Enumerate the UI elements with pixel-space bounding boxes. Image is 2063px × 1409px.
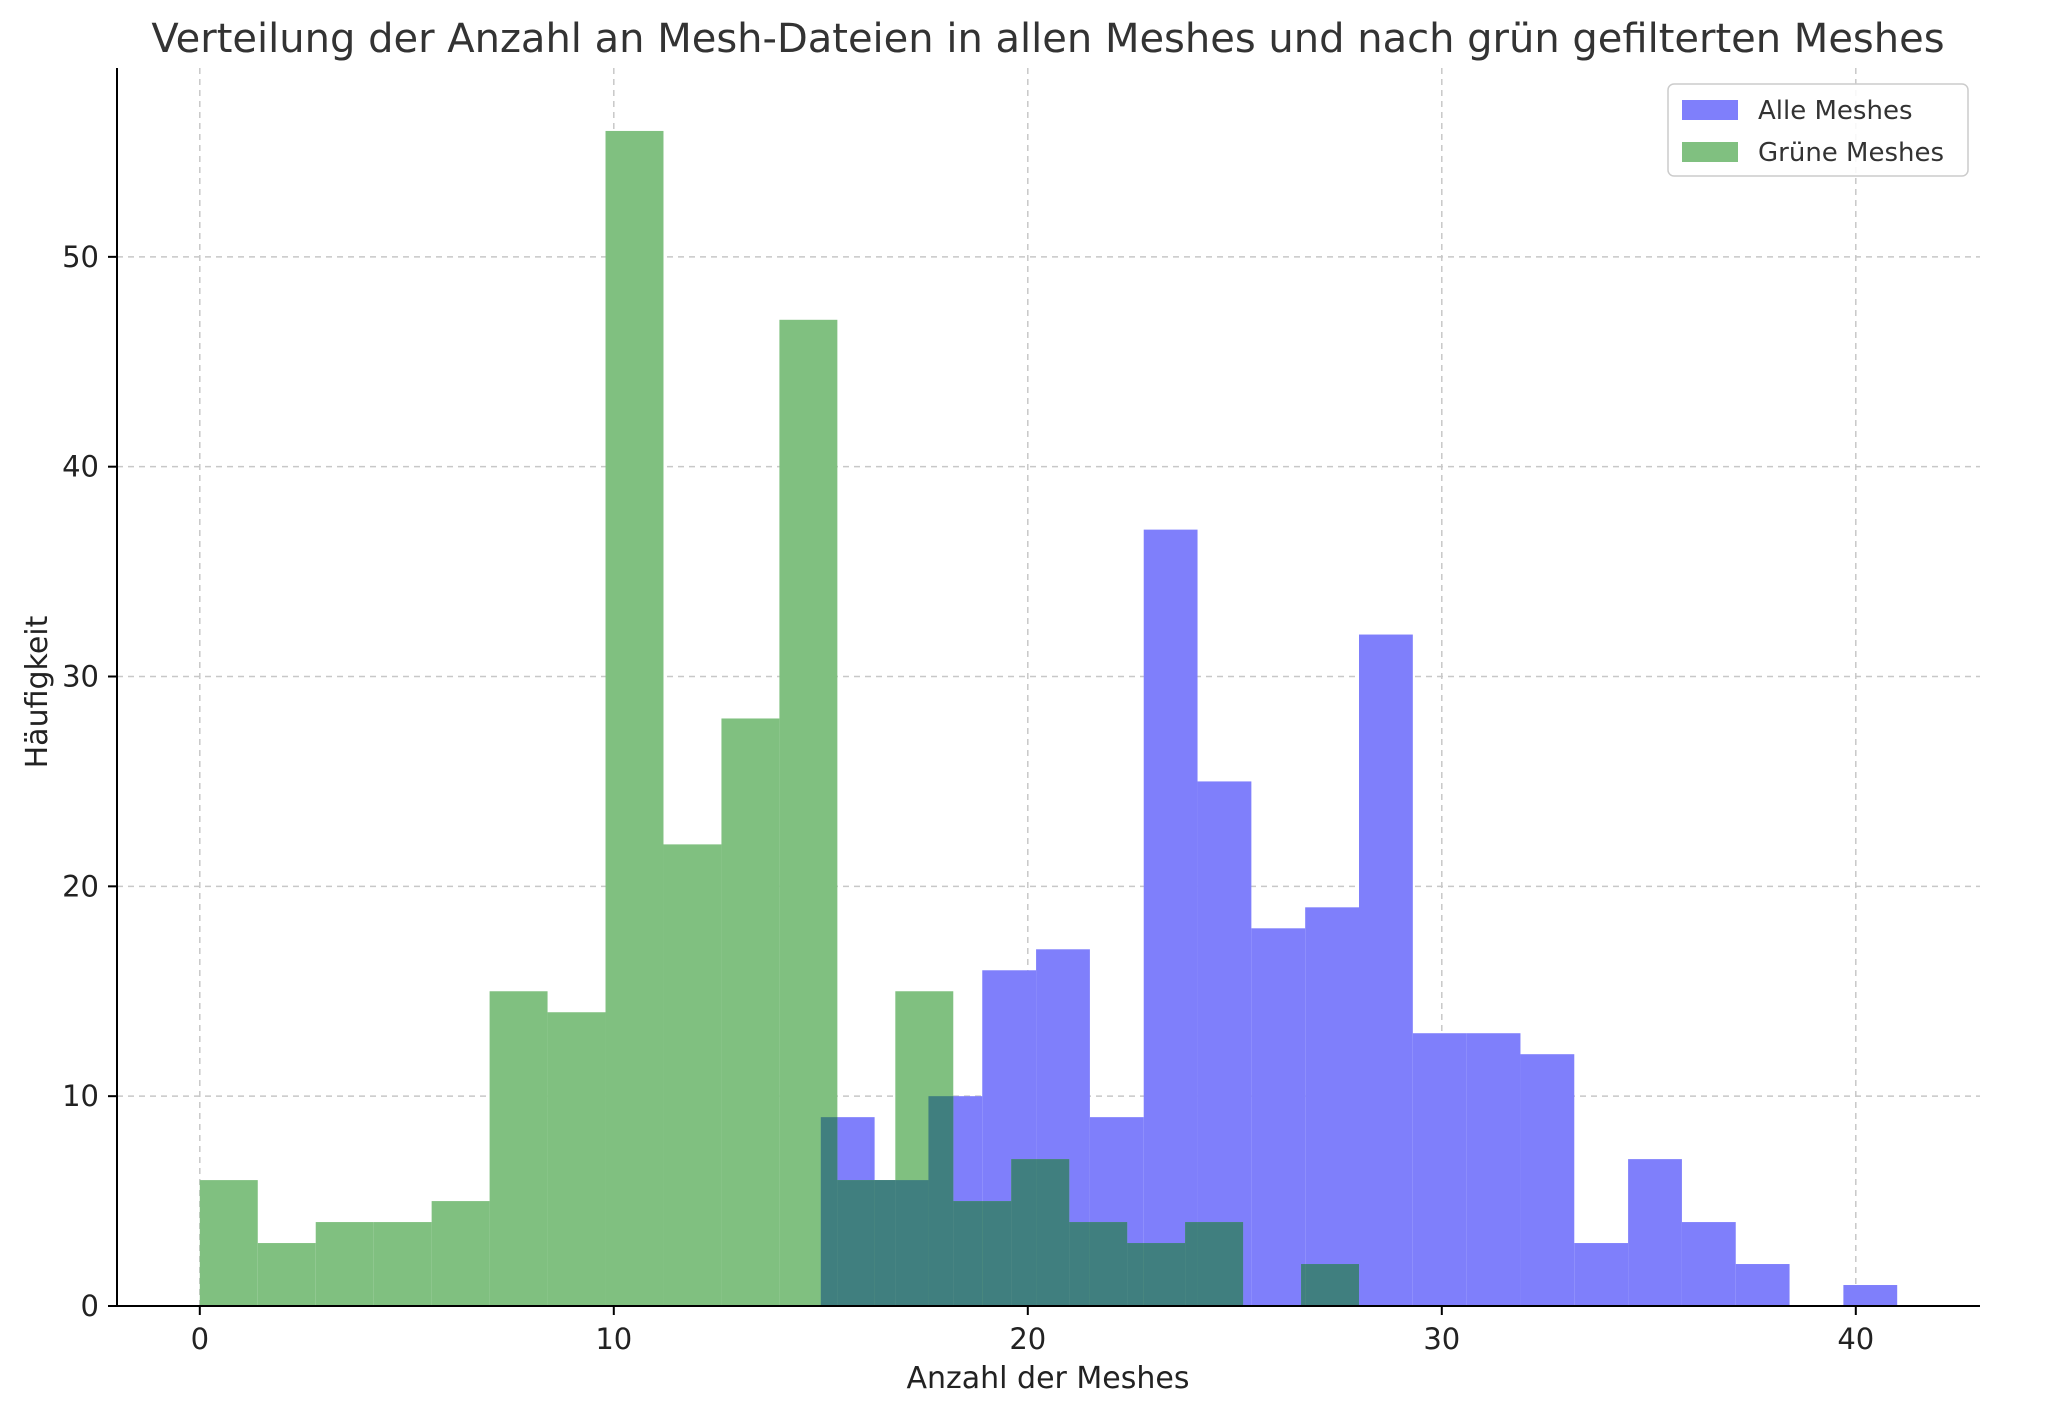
legend-box	[1667, 83, 1969, 177]
histogram-bar	[257, 1243, 316, 1306]
histogram-bar	[1412, 1033, 1467, 1306]
overlap-bar	[1127, 1243, 1144, 1306]
overlap-bar	[1301, 1264, 1306, 1306]
histogram-bar	[431, 1201, 490, 1306]
x-tick-label: 20	[1009, 1322, 1046, 1356]
series-alle-meshes	[820, 529, 1898, 1306]
histogram-bar	[605, 130, 664, 1306]
chart-title: Verteilung der Anzahl an Mesh-Dateien in…	[151, 16, 1944, 62]
histogram-bar	[1628, 1159, 1682, 1306]
overlap-region	[820, 1096, 1359, 1306]
histogram-bar	[663, 844, 722, 1306]
overlap-bar	[1305, 1264, 1359, 1306]
x-tick-label: 10	[595, 1322, 632, 1356]
overlap-bar	[982, 1201, 1012, 1306]
overlap-bar	[1197, 1222, 1244, 1306]
y-tick-label: 40	[62, 450, 99, 484]
x-tick-label: 40	[1837, 1322, 1874, 1356]
x-axis-ticks: 0 10 20 30 40	[191, 1306, 1874, 1356]
y-axis-label: Häufigkeit	[20, 615, 55, 768]
histogram-bar	[1359, 634, 1413, 1306]
overlap-bar	[1185, 1222, 1198, 1306]
overlap-bar	[1036, 1159, 1070, 1306]
overlap-bar	[874, 1180, 896, 1306]
overlap-bar	[820, 1117, 838, 1306]
histogram-bar	[547, 1012, 606, 1306]
histogram-bar	[1520, 1054, 1575, 1306]
histogram-bar	[315, 1222, 374, 1306]
histogram-bar	[1197, 781, 1252, 1306]
x-tick-label: 30	[1423, 1322, 1460, 1356]
overlap-bar	[837, 1180, 875, 1306]
overlap-bar	[928, 1096, 954, 1306]
y-tick-label: 50	[62, 240, 99, 274]
histogram-bar	[1251, 928, 1306, 1306]
histogram-bar	[1305, 907, 1359, 1306]
y-tick-label: 30	[62, 660, 99, 694]
axes	[116, 68, 1980, 1307]
overlap-bar	[953, 1201, 983, 1306]
y-axis-ticks: 0 10 20 30 40 50	[62, 240, 117, 1323]
histogram-bar	[1843, 1285, 1898, 1306]
histogram-bar	[1143, 529, 1198, 1306]
y-tick-label: 20	[62, 869, 99, 903]
histogram-bar	[1681, 1222, 1736, 1306]
legend-swatch	[1682, 142, 1738, 162]
histogram-bar	[1466, 1033, 1521, 1306]
legend-label: Grüne Meshes	[1758, 138, 1944, 168]
overlap-bar	[895, 1180, 929, 1306]
legend-label: Alle Meshes	[1758, 96, 1913, 126]
overlap-bar	[1143, 1243, 1186, 1306]
overlap-bar	[1011, 1159, 1037, 1306]
histogram-bar	[489, 991, 548, 1306]
x-tick-label: 0	[191, 1322, 209, 1356]
histogram-bar	[373, 1222, 432, 1306]
overlap-bar	[1089, 1222, 1128, 1306]
y-tick-label: 0	[81, 1289, 99, 1323]
legend: Alle Meshes Grüne Meshes	[1667, 83, 1969, 177]
y-tick-label: 10	[62, 1079, 99, 1113]
histogram-bar	[1574, 1243, 1629, 1306]
histogram-bar	[1735, 1264, 1790, 1306]
legend-swatch	[1682, 100, 1738, 120]
overlap-bar	[1069, 1222, 1090, 1306]
histogram-bar	[721, 718, 780, 1306]
x-axis-label: Anzahl der Meshes	[907, 1361, 1190, 1396]
histogram-bar	[199, 1180, 258, 1306]
